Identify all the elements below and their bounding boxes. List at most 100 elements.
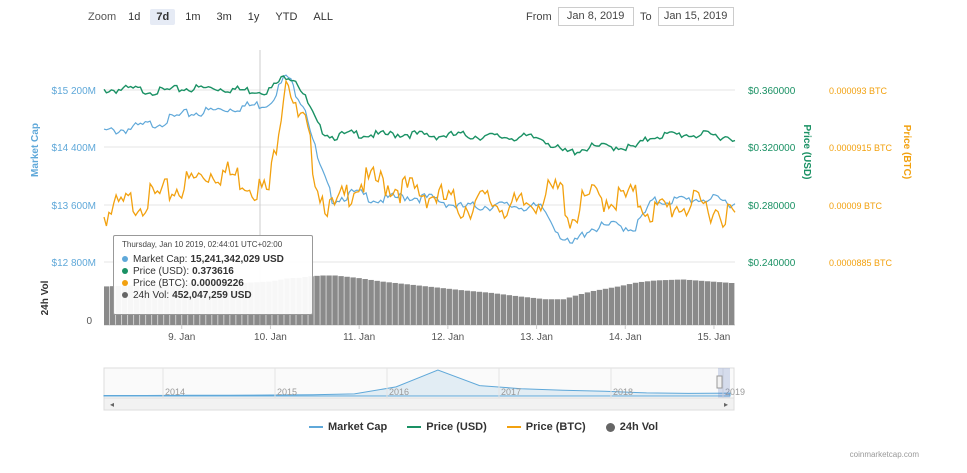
zoom-1d-button[interactable]: 1d bbox=[128, 11, 141, 23]
volume-bar bbox=[572, 295, 579, 325]
volume-bar bbox=[530, 297, 537, 325]
price-btc-tick-label: 0.0000885 BTC bbox=[829, 258, 893, 268]
volume-bar bbox=[416, 285, 422, 325]
volume-bar bbox=[440, 288, 446, 325]
range-to-label: To bbox=[640, 10, 652, 23]
volume-bar bbox=[542, 299, 549, 325]
volume-bar bbox=[506, 295, 513, 325]
circle-swatch-icon bbox=[605, 422, 615, 432]
volume-bar bbox=[362, 279, 368, 325]
x-tick-label: 12. Jan bbox=[431, 332, 464, 343]
legend-item-market-cap[interactable]: Market Cap bbox=[308, 421, 387, 433]
line-swatch-icon bbox=[506, 426, 521, 428]
range-from-label: From bbox=[526, 10, 552, 23]
tooltip-value: 15,241,342,029 USD bbox=[190, 253, 284, 265]
navigator-handle bbox=[716, 375, 723, 389]
volume-bar bbox=[332, 275, 338, 325]
scroll-left-icon: ◂ bbox=[110, 400, 114, 409]
price-btc-tick-label: 0.0000915 BTC bbox=[829, 143, 893, 153]
price-btc-axis-title: Price (BTC) bbox=[901, 125, 912, 179]
range-from: From Jan 8, 2019 bbox=[526, 7, 634, 26]
volume-bar bbox=[428, 286, 434, 325]
scroll-right-icon: ▸ bbox=[724, 400, 728, 409]
volume-bar bbox=[716, 282, 723, 325]
price-usd-axis-title: Price (USD) bbox=[801, 124, 812, 179]
x-tick-label: 13. Jan bbox=[520, 332, 553, 343]
volume-bar bbox=[632, 282, 639, 325]
volume-bar bbox=[104, 286, 110, 325]
navigator-frame bbox=[103, 367, 735, 399]
price-usd-tick-label: $0.360000 bbox=[748, 86, 796, 97]
tooltip-value: 0.373616 bbox=[192, 265, 234, 277]
zoom-1y-button[interactable]: 1y bbox=[247, 11, 260, 23]
zoom-1m-button[interactable]: 1m bbox=[185, 11, 201, 23]
market-cap-tick-label: $15 200M bbox=[52, 86, 96, 97]
volume-bar bbox=[512, 295, 519, 325]
legend-item-price-btc[interactable]: Price (BTC) bbox=[506, 421, 586, 433]
x-tick-label: 15. Jan bbox=[698, 332, 731, 343]
volume-bar bbox=[464, 290, 470, 325]
zoom-7d-button[interactable]: 7d bbox=[150, 9, 176, 25]
tooltip-label: 24h Vol: bbox=[133, 289, 170, 301]
volume-bar bbox=[662, 280, 669, 325]
range-from-input[interactable]: Jan 8, 2019 bbox=[557, 7, 634, 26]
volume-bar bbox=[488, 292, 495, 325]
volume-bar bbox=[518, 296, 525, 325]
volume-bar bbox=[596, 289, 603, 325]
volume-bar bbox=[524, 297, 531, 325]
tooltip-row-market-cap: Market Cap: 15,241,342,029 USD bbox=[122, 253, 304, 265]
volume-bar bbox=[326, 275, 332, 325]
price-usd-tick-label: $0.240000 bbox=[748, 258, 796, 269]
series-lines bbox=[103, 74, 736, 244]
volume-bar bbox=[446, 288, 452, 325]
volume-bar bbox=[626, 284, 633, 325]
zoom-ytd-button[interactable]: YTD bbox=[275, 11, 298, 23]
volume-bar bbox=[554, 299, 561, 325]
volume-bar bbox=[536, 298, 543, 325]
price-btc-dot-icon bbox=[122, 280, 128, 286]
volume-bar bbox=[566, 297, 573, 325]
volume-bar bbox=[344, 276, 350, 325]
volume-bar bbox=[410, 284, 416, 325]
legend-label: Price (BTC) bbox=[525, 421, 586, 433]
volume-tick-label: 0 bbox=[86, 316, 92, 327]
zoom-3m-button[interactable]: 3m bbox=[216, 11, 232, 23]
price-usd-dot-icon bbox=[122, 268, 128, 274]
navigator-year-label: 2018 bbox=[613, 387, 633, 397]
tooltip-date: Thursday, Jan 10 2019, 02:44:01 UTC+02:0… bbox=[122, 240, 283, 249]
volume-bar bbox=[698, 280, 705, 325]
market-cap-tick-label: $13 600M bbox=[52, 201, 96, 212]
price-btc-tick-label: 0.000093 BTC bbox=[829, 86, 888, 96]
volume-bar bbox=[668, 279, 675, 325]
zoom-label: Zoom bbox=[88, 11, 117, 23]
navigator-year-label: 2019 bbox=[725, 387, 745, 397]
volume-bar bbox=[374, 280, 380, 325]
volume-bar bbox=[578, 294, 585, 325]
zoom-all-button[interactable]: ALL bbox=[313, 11, 333, 23]
volume-bar bbox=[338, 276, 344, 325]
volume-bar bbox=[590, 290, 597, 325]
tooltip-row-volume: 24h Vol: 452,047,259 USD bbox=[122, 289, 304, 301]
volume-bar bbox=[620, 285, 627, 325]
credits-link[interactable]: coinmarketcap.com bbox=[849, 450, 919, 459]
navigator: 2014 2015 2016 2017 2018 2019 ◂ ▸ bbox=[103, 367, 745, 411]
navigator-year-label: 2014 bbox=[165, 387, 185, 397]
volume-bar bbox=[110, 286, 116, 325]
volume-bar bbox=[404, 284, 410, 325]
tooltip-label: Market Cap: bbox=[133, 253, 188, 265]
volume-bar bbox=[656, 280, 663, 325]
volume-bar bbox=[356, 278, 362, 325]
range-to-input[interactable]: Jan 15, 2019 bbox=[657, 7, 734, 26]
legend-item-price-usd[interactable]: Price (USD) bbox=[407, 421, 487, 433]
tooltip-value: 0.00009226 bbox=[191, 277, 244, 289]
legend-item-volume[interactable]: 24h Vol bbox=[605, 421, 658, 433]
market-cap-axis-title: Market Cap bbox=[30, 123, 41, 177]
volume-bar bbox=[638, 281, 645, 325]
price-usd-line bbox=[103, 75, 736, 156]
price-btc-line bbox=[103, 79, 736, 229]
volume-bar bbox=[704, 281, 711, 325]
tooltip-row-price-btc: Price (BTC): 0.00009226 bbox=[122, 277, 304, 289]
volume-bar bbox=[650, 280, 657, 325]
market-cap-line bbox=[103, 74, 736, 244]
volume-bar bbox=[476, 291, 482, 325]
